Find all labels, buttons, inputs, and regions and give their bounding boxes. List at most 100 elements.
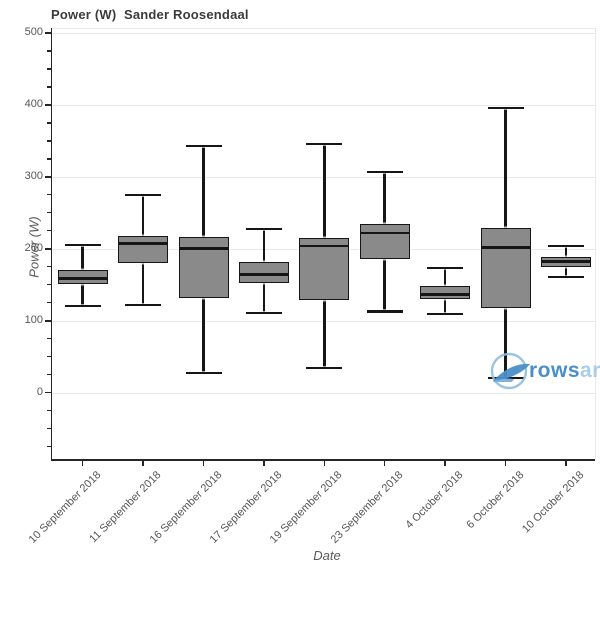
lower-whisker-cap <box>366 310 403 313</box>
median-line <box>178 246 229 250</box>
y-minor-tick <box>47 230 52 232</box>
upper-whisker <box>81 245 84 270</box>
y-major-tick <box>44 104 52 106</box>
upper-whisker-cap <box>366 170 403 173</box>
y-minor-tick <box>47 428 52 430</box>
median-line <box>540 260 591 264</box>
upper-whisker-cap <box>64 244 101 247</box>
y-minor-tick <box>47 302 52 304</box>
lower-whisker <box>383 258 386 312</box>
median-line <box>480 246 531 249</box>
lower-whisker <box>81 284 84 306</box>
y-minor-tick <box>47 356 52 358</box>
plot-border-right <box>595 28 596 459</box>
y-minor-tick <box>47 374 52 376</box>
x-tick <box>142 459 144 466</box>
lower-whisker <box>323 299 326 368</box>
box-1 <box>57 269 108 285</box>
y-tick-label: 400 <box>24 98 43 111</box>
x-tick <box>263 459 265 466</box>
lower-whisker-cap <box>427 312 464 315</box>
x-tick <box>202 459 205 466</box>
y-minor-tick <box>47 446 52 448</box>
watermark-logo <box>490 352 530 390</box>
median-line <box>57 276 108 280</box>
upper-whisker <box>202 145 205 238</box>
median-line <box>359 231 410 235</box>
box-4 <box>238 261 289 284</box>
x-tick <box>82 459 84 466</box>
lower-whisker-cap <box>547 275 584 279</box>
box-8 <box>480 227 531 308</box>
box-5 <box>299 238 350 300</box>
upper-whisker-cap <box>547 244 584 248</box>
upper-whisker-cap <box>427 267 464 270</box>
y-minor-tick <box>47 140 52 142</box>
y-minor-tick <box>47 50 52 52</box>
y-major-tick <box>44 32 52 34</box>
y-tick-label: 0 <box>36 386 43 399</box>
upper-whisker-cap <box>185 144 222 148</box>
lower-whisker <box>443 298 447 314</box>
upper-whisker-cap <box>487 106 524 109</box>
x-tick <box>444 459 446 466</box>
lower-whisker-cap <box>306 366 343 369</box>
lower-whisker-cap <box>125 303 162 307</box>
y-major-tick <box>44 176 52 178</box>
watermark-text-primary: rows <box>529 359 581 382</box>
lower-whisker-cap <box>245 311 282 314</box>
y-minor-tick <box>47 338 52 340</box>
y-tick-label: 100 <box>24 314 43 327</box>
chart-title: Power (W) Sander Roosendaal <box>51 7 249 22</box>
upper-whisker <box>504 107 507 228</box>
y-tick-label: 200 <box>24 242 43 255</box>
upper-whisker <box>564 245 568 257</box>
watermark-swoosh-base-icon <box>493 378 514 382</box>
median-line <box>299 244 350 248</box>
lower-whisker-cap <box>64 304 101 307</box>
lower-whisker <box>202 297 205 374</box>
box-6 <box>359 223 410 259</box>
x-tick <box>323 459 325 466</box>
y-minor-tick <box>47 410 52 412</box>
y-axis-line <box>50 28 52 460</box>
upper-whisker <box>323 143 326 239</box>
lower-whisker <box>262 283 266 313</box>
plot-border-top <box>52 28 595 30</box>
y-major-tick <box>44 248 52 250</box>
watermark-text-secondary: ar <box>580 359 600 382</box>
box-2 <box>118 235 169 263</box>
median-line <box>420 292 471 296</box>
y-tick-label: 300 <box>24 170 43 183</box>
median-line <box>238 273 289 277</box>
lower-whisker <box>141 262 145 305</box>
gridline <box>52 32 595 34</box>
upper-whisker <box>383 171 386 224</box>
y-minor-tick <box>47 266 52 268</box>
watermark-text: rowsar <box>529 358 600 384</box>
gridline <box>52 392 595 394</box>
upper-whisker <box>141 194 145 236</box>
x-tick <box>384 459 386 466</box>
upper-whisker <box>443 268 447 287</box>
lower-whisker <box>504 307 507 379</box>
y-minor-tick <box>47 122 52 124</box>
x-axis-line <box>50 459 595 461</box>
y-minor-tick <box>47 158 52 160</box>
y-minor-tick <box>47 68 52 70</box>
lower-whisker-cap <box>185 372 222 375</box>
gridline <box>52 104 595 106</box>
y-minor-tick <box>47 284 52 286</box>
upper-whisker <box>262 228 266 262</box>
watermark-swoosh-icon <box>493 363 530 381</box>
median-line <box>118 241 169 245</box>
watermark-circle-icon <box>490 352 528 390</box>
x-axis-title: Date <box>313 548 341 563</box>
lower-whisker <box>564 266 568 277</box>
upper-whisker-cap <box>245 227 282 230</box>
y-minor-tick <box>47 212 52 214</box>
y-tick-label: 500 <box>24 26 43 39</box>
upper-whisker-cap <box>125 193 162 196</box>
y-minor-tick <box>47 194 52 196</box>
